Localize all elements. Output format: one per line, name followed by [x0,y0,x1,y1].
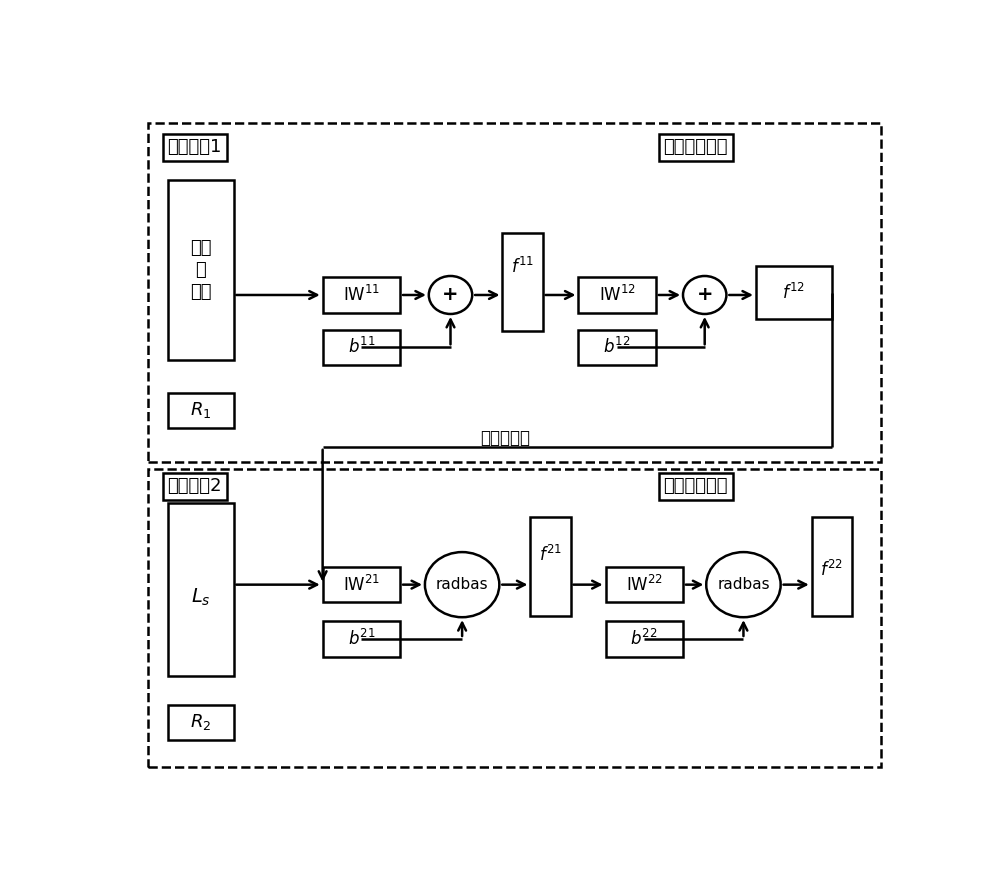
Text: 第二网络模型: 第二网络模型 [664,478,728,495]
Text: $R_1$: $R_1$ [190,400,211,420]
Text: 大气
查
找表: 大气 查 找表 [190,239,211,301]
Text: $\mathrm{IW}^{12}$: $\mathrm{IW}^{12}$ [599,285,636,305]
Text: 输入向量1: 输入向量1 [168,138,222,156]
Text: 光谱重采样: 光谱重采样 [480,429,530,447]
Text: +: + [696,285,713,305]
FancyBboxPatch shape [323,621,400,656]
Text: $R_2$: $R_2$ [190,713,211,732]
FancyBboxPatch shape [323,278,400,313]
FancyBboxPatch shape [578,329,656,365]
FancyBboxPatch shape [606,567,683,603]
Circle shape [706,552,781,618]
Circle shape [683,276,726,314]
Text: radbas: radbas [436,577,488,592]
Circle shape [425,552,499,618]
Text: radbas: radbas [717,577,770,592]
Text: $f^{11}$: $f^{11}$ [511,257,534,278]
Text: 第一网络模型: 第一网络模型 [664,138,728,156]
FancyBboxPatch shape [606,621,683,656]
Text: +: + [442,285,459,305]
Text: $b^{21}$: $b^{21}$ [348,629,375,649]
FancyBboxPatch shape [323,329,400,365]
FancyBboxPatch shape [168,502,234,676]
Text: $f^{21}$: $f^{21}$ [539,544,562,565]
Text: $b^{11}$: $b^{11}$ [348,337,375,358]
FancyBboxPatch shape [168,705,234,740]
Text: $f^{12}$: $f^{12}$ [782,283,805,303]
FancyBboxPatch shape [756,266,832,320]
FancyBboxPatch shape [168,393,234,428]
FancyBboxPatch shape [530,517,571,616]
FancyBboxPatch shape [323,567,400,603]
Circle shape [429,276,472,314]
Text: $\mathrm{IW}^{11}$: $\mathrm{IW}^{11}$ [343,285,380,305]
Text: 输入向量2: 输入向量2 [168,478,222,495]
FancyBboxPatch shape [168,181,234,360]
FancyBboxPatch shape [502,233,543,331]
FancyBboxPatch shape [812,517,852,616]
Text: $b^{12}$: $b^{12}$ [603,337,631,358]
Text: $b^{22}$: $b^{22}$ [630,629,658,649]
FancyBboxPatch shape [578,278,656,313]
Text: $\mathrm{IW}^{21}$: $\mathrm{IW}^{21}$ [343,574,380,595]
Text: $\mathrm{IW}^{22}$: $\mathrm{IW}^{22}$ [626,574,663,595]
Text: $f^{22}$: $f^{22}$ [820,559,843,580]
Text: $L_s$: $L_s$ [191,587,210,608]
